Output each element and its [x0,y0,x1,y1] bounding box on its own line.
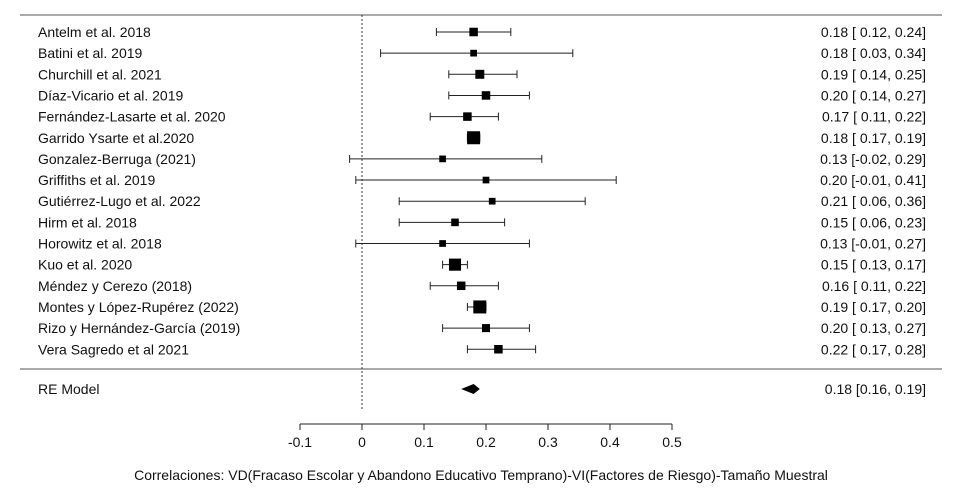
study-row: Gutiérrez-Lugo et al. 2022 0.21 [ 0.06, 0… [38,193,926,209]
study-row: Gonzalez-Berruga (2021) 0.13 [-0.02, 0.29… [38,151,926,167]
study-label: Horowitz et al. 2018 [38,236,162,252]
study-rows: Antelm et al. 2018 0.18 [ 0.12, 0.24] Bati… [38,24,926,357]
estimate-ci-text: 0.20 [ 0.14, 0.27] [821,87,926,103]
point-estimate [481,91,491,100]
x-tick-label: 0.3 [538,434,558,450]
point-estimate [482,176,490,184]
study-label: Griffiths et al. 2019 [38,172,155,188]
study-label: Montes y López-Rupérez (2022) [38,299,239,315]
point-estimate [456,281,466,291]
estimate-ci-text: 0.15 [ 0.13, 0.17] [821,257,926,273]
study-label: Méndez y Cerezo (2018) [38,278,192,294]
study-row: Antelm et al. 2018 0.18 [ 0.12, 0.24] [38,24,926,40]
study-row: Griffiths et al. 2019 0.20 [-0.01, 0.41] [38,172,926,188]
summary-estimate-text: 0.18 [0.16, 0.19] [825,381,926,397]
study-row: Batini et al. 2019 0.18 [ 0.03, 0.34] [38,45,926,61]
estimate-ci-text: 0.13 [-0.01, 0.27] [820,236,926,252]
study-row: Díaz-Vicario et al. 2019 0.20 [ 0.14, 0.2… [38,87,926,103]
study-label: Hirm et al. 2018 [38,214,137,230]
point-estimate [463,112,472,121]
summary-row: RE Model 0.18 [0.16, 0.19] [38,381,926,397]
estimate-ci-text: 0.16 [ 0.11, 0.22] [822,278,926,294]
estimate-ci-text: 0.13 [-0.02, 0.29] [820,151,926,167]
estimate-ci-text: 0.21 [ 0.06, 0.36] [821,193,926,209]
point-estimate [475,69,485,79]
study-row: Hirm et al. 2018 0.15 [ 0.06, 0.23] [38,214,926,230]
study-label: Churchill et al. 2021 [38,66,162,82]
point-estimate [448,258,462,271]
x-tick-label: 0.1 [414,434,434,450]
study-label: Kuo et al. 2020 [38,257,132,273]
study-label: Fernández-Lasarte et al. 2020 [38,109,226,125]
summary-label: RE Model [38,381,99,397]
point-estimate [439,240,446,247]
x-tick-label: -0.1 [288,434,312,450]
estimate-ci-text: 0.18 [ 0.17, 0.19] [821,130,926,146]
study-label: Gonzalez-Berruga (2021) [38,151,196,167]
point-estimate [470,49,477,57]
estimate-ci-text: 0.18 [ 0.03, 0.34] [821,45,926,61]
study-row: Garrido Ysarte et al.2020 0.18 [ 0.17, 0.… [38,130,926,146]
study-label: Antelm et al. 2018 [38,24,151,40]
study-row: Méndez y Cerezo (2018) 0.16 [ 0.11, 0.22] [38,278,926,294]
study-row: Rizo y Hernández-García (2019) 0.20 [ 0.1… [38,320,926,336]
study-row: Kuo et al. 2020 0.15 [ 0.13, 0.17] [38,257,926,273]
point-estimate [494,345,503,354]
study-row: Fernández-Lasarte et al. 2020 0.17 [ 0.11… [38,109,926,125]
x-tick-label: 0.4 [600,434,620,450]
x-axis: -0.1 0 0.1 0.2 0.3 0.4 0.5 [288,423,682,450]
x-axis-label: Correlaciones: VD(Fracaso Escolar y Aban… [134,467,828,483]
study-row: Montes y López-Rupérez (2022) 0.19 [ 0.17… [38,299,926,315]
x-tick-label: 0 [358,434,366,450]
x-tick-label: 0.2 [476,434,496,450]
point-estimate [469,27,478,37]
estimate-ci-text: 0.20 [ 0.13, 0.27] [821,320,926,336]
estimate-ci-text: 0.17 [ 0.11, 0.22] [822,109,926,125]
study-label: Garrido Ysarte et al.2020 [38,130,194,146]
study-label: Díaz-Vicario et al. 2019 [38,87,183,103]
study-label: Vera Sagredo et al 2021 [38,341,189,357]
point-estimate [439,155,446,163]
estimate-ci-text: 0.20 [-0.01, 0.41] [820,172,926,188]
point-estimate [473,300,487,314]
estimate-ci-text: 0.18 [ 0.12, 0.24] [821,24,926,40]
estimate-ci-text: 0.22 [ 0.17, 0.28] [821,341,926,357]
point-estimate [451,218,459,227]
study-row: Churchill et al. 2021 0.19 [ 0.14, 0.25] [38,66,926,82]
estimate-ci-text: 0.19 [ 0.14, 0.25] [821,66,926,82]
x-tick-label: 0.5 [662,434,682,450]
estimate-ci-text: 0.19 [ 0.17, 0.20] [821,299,926,315]
plot-frame [20,14,942,370]
study-label: Gutiérrez-Lugo et al. 2022 [38,193,201,209]
point-estimate [488,197,496,205]
point-estimate [467,131,481,145]
study-label: Batini et al. 2019 [38,45,143,61]
estimate-ci-text: 0.15 [ 0.06, 0.23] [821,214,926,230]
study-row: Horowitz et al. 2018 0.13 [-0.01, 0.27] [38,236,926,252]
study-label: Rizo y Hernández-García (2019) [38,320,240,336]
study-row: Vera Sagredo et al 2021 0.22 [ 0.17, 0.28… [38,341,926,357]
summary-diamond [461,384,480,394]
point-estimate [481,324,491,333]
